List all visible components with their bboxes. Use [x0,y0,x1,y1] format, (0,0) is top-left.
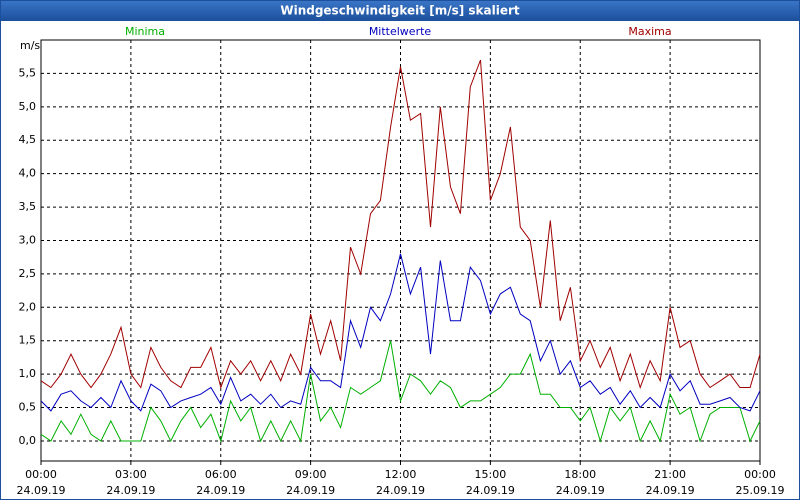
x-tick-label: 15:00 [475,468,507,481]
title-bar [0,0,800,21]
x-tick-date: 24.09.19 [466,484,515,497]
x-tick-label: 09:00 [295,468,327,481]
x-tick-label: 06:00 [205,468,237,481]
y-axis-label: m/s [20,39,40,52]
x-tick-date: 24.09.19 [376,484,425,497]
series-line [40,59,761,390]
chart-title: Windgeschwindigkeit [m/s] skaliert [280,4,520,18]
x-tick-date: 24.09.19 [17,484,66,497]
x-tick-date: 24.09.19 [196,484,245,497]
y-tick-label: 5,5 [19,66,37,79]
x-tick-date: 24.09.19 [286,484,335,497]
x-tick-label: 03:00 [115,468,147,481]
y-tick-label: 4,0 [19,167,37,180]
legend-entry: Maxima [628,25,671,38]
x-tick-label: 00:00 [744,468,776,481]
y-tick-label: 0,0 [19,434,37,447]
y-tick-label: 1,0 [19,367,37,380]
y-tick-label: 5,0 [19,100,37,113]
y-tick-label: 4,5 [19,133,37,146]
y-tick-label: 2,0 [19,300,37,313]
x-tick-date: 24.09.19 [646,484,695,497]
x-tick-date: 24.09.19 [106,484,155,497]
legend-entry: Minima [125,25,165,38]
x-tick-label: 00:00 [25,468,57,481]
y-tick-label: 1,5 [19,334,37,347]
x-tick-label: 21:00 [654,468,686,481]
x-tick-label: 18:00 [564,468,596,481]
y-tick-label: 3,0 [19,233,37,246]
legend-entry: Mittelwerte [369,25,432,38]
x-tick-date: 24.09.19 [556,484,605,497]
x-tick-label: 12:00 [385,468,417,481]
y-tick-label: 3,5 [19,200,37,213]
series-line [40,340,761,443]
series-line [40,253,761,412]
x-tick-date: 25.09.19 [736,484,785,497]
y-tick-label: 0,5 [19,401,37,414]
y-tick-label: 2,5 [19,267,37,280]
